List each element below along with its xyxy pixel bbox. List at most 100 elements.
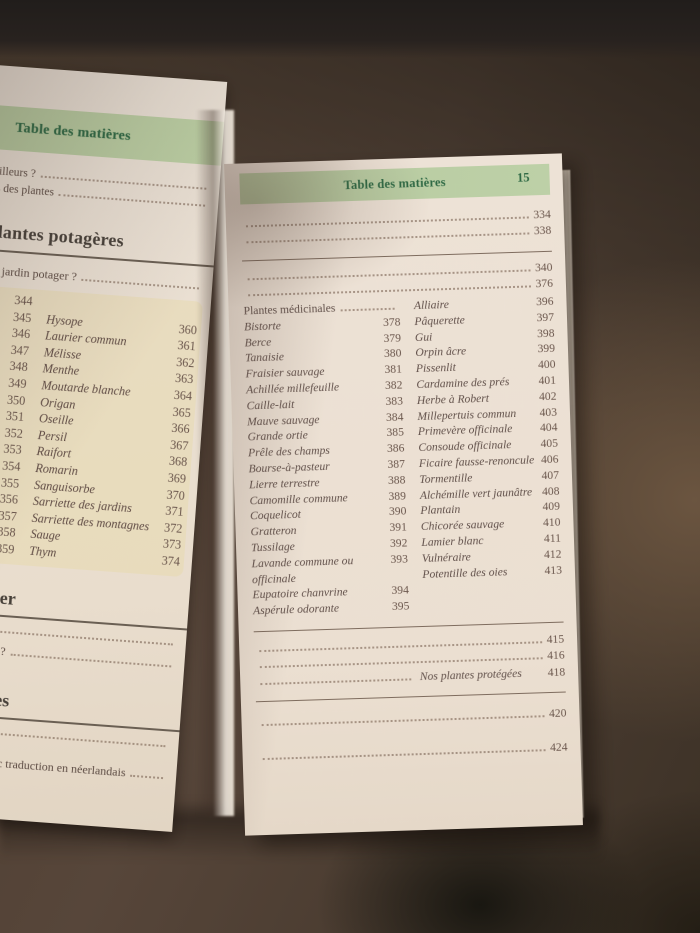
entry-page-number: 401 xyxy=(538,373,557,388)
plant-name: Berce xyxy=(244,335,272,350)
left-column-page-number: 348 xyxy=(9,359,29,375)
entry-spacer xyxy=(330,452,387,454)
entry-spacer xyxy=(339,389,385,390)
plant-name: Lamier blanc xyxy=(421,533,484,549)
right-column-page-number: 374 xyxy=(161,553,181,569)
entry-spacer xyxy=(460,511,542,514)
index-entry: Potentille des oies 413 xyxy=(422,562,562,582)
left-page-subheading-herbier: herbier xyxy=(0,584,190,630)
entry-page-number: 396 xyxy=(535,294,554,309)
right-page-content: Table des matières 15 334 338 xyxy=(224,153,581,765)
entry-page-number: 405 xyxy=(540,436,559,451)
entry-spacer xyxy=(320,484,388,486)
entry-spacer xyxy=(456,368,538,371)
plant-name: Cardamine des prés xyxy=(416,375,510,392)
right-book-page: Table des matières 15 334 338 xyxy=(224,153,583,836)
entry-page-number: 418 xyxy=(547,665,566,680)
index-right-column: Alliaire 396 Pâquerette 397 xyxy=(414,294,563,614)
entry-spacer xyxy=(471,558,544,560)
right-page-header-band: Table des matières 15 xyxy=(239,163,551,205)
left-column-page-number: 352 xyxy=(4,425,24,441)
right-column-page-number: 367 xyxy=(169,437,189,453)
dotted-leader xyxy=(260,678,411,686)
plant-name: Orpin âcre xyxy=(415,344,467,360)
entry-page-number: 391 xyxy=(389,520,408,535)
entry-page-number: 381 xyxy=(384,362,403,377)
entry-page-number: 412 xyxy=(543,547,562,561)
index-entry: Lavande commune ou officinale 393 xyxy=(251,551,408,587)
entry-spacer xyxy=(294,405,385,408)
entry-page-number: 379 xyxy=(383,331,402,345)
entry-page-number: 397 xyxy=(536,310,555,325)
left-book-page: Table des matières ailleurs ? is des pla… xyxy=(0,60,228,832)
entry-spacer xyxy=(320,421,387,423)
entry-page-number: 383 xyxy=(385,394,404,408)
entry-page-number: 409 xyxy=(542,499,561,514)
toc-entry-text: c presse ? xyxy=(0,640,7,658)
right-column-page-number xyxy=(172,316,198,318)
entry-page-number: 424 xyxy=(549,740,568,755)
right-column-page-number: 363 xyxy=(174,371,194,387)
entry-spacer xyxy=(295,547,390,550)
plant-name: Gui xyxy=(414,330,433,344)
right-column-page-number: 360 xyxy=(178,321,198,337)
section-label: Plantes médicinales xyxy=(243,301,336,318)
entry-spacer xyxy=(348,594,392,595)
entry-spacer xyxy=(330,468,388,470)
right-column-page-number: 372 xyxy=(163,520,183,536)
plant-name: Gratteron xyxy=(250,524,297,539)
entry-spacer xyxy=(301,515,389,518)
entry-spacer xyxy=(512,447,541,448)
left-page-header-title: Table des matières xyxy=(14,120,132,145)
right-column-page-number: 365 xyxy=(172,404,192,420)
entry-page-number: 395 xyxy=(391,599,410,614)
plant-name: Tanaisie xyxy=(244,350,285,365)
section-divider-rule xyxy=(255,691,566,703)
dotted-leader xyxy=(81,278,200,290)
entry-spacer xyxy=(504,526,543,527)
plant-name: Bistorte xyxy=(243,319,282,334)
plant-name: Achillée millefeuille xyxy=(245,380,340,397)
right-column-page-number: 371 xyxy=(164,503,185,520)
dotted-leader xyxy=(0,729,166,747)
right-column-page-number: 370 xyxy=(166,487,186,503)
plant-name: Caille-lait xyxy=(246,397,295,413)
left-column-page-number: 355 xyxy=(0,475,20,491)
entry-spacer xyxy=(473,479,542,481)
entry-page-number: 400 xyxy=(537,357,556,372)
plant-name: Aspérule odorante xyxy=(252,601,340,618)
dotted-leader xyxy=(261,715,545,727)
entry-spacer xyxy=(339,610,392,612)
toc-rows-above-rule: 334 338 xyxy=(241,207,552,249)
left-column-page-number: 350 xyxy=(6,392,26,408)
entry-page-number: 376 xyxy=(535,276,554,291)
left-column-page-number: 356 xyxy=(0,491,19,507)
entry-spacer xyxy=(308,436,387,438)
entry-page-number: 338 xyxy=(533,223,552,238)
entry-page-number: 402 xyxy=(538,389,557,403)
entry-spacer xyxy=(432,337,537,340)
right-column-page-number: 368 xyxy=(168,454,188,470)
toc-entry-dotted: 424 xyxy=(257,740,568,765)
entry-page-number: 399 xyxy=(537,342,556,356)
right-column-page-number: 361 xyxy=(176,338,197,354)
toc-entry-text: maux avec traduction en néerlandais xyxy=(0,752,127,779)
left-page-section-heading: plantes potagères xyxy=(0,220,216,268)
left-page-header-band: Table des matières xyxy=(0,99,225,166)
entry-page-number: 403 xyxy=(539,405,558,419)
index-left-entries: Bistorte 378 Berce 379 xyxy=(244,314,410,619)
plant-name: Vulnéraire xyxy=(421,550,471,565)
entry-spacer xyxy=(271,342,383,346)
entry-page-number: 340 xyxy=(534,260,553,275)
right-column-page-number: 364 xyxy=(173,387,193,404)
left-column-page-number: 346 xyxy=(11,326,31,342)
toc-entry-text: is des plantes xyxy=(0,182,55,199)
right-column-page-number: 373 xyxy=(162,536,182,553)
left-column-page-number: 353 xyxy=(2,441,23,458)
entry-spacer xyxy=(297,531,390,534)
entry-spacer xyxy=(516,416,539,417)
entry-spacer xyxy=(512,432,540,433)
dotted-leader xyxy=(58,193,206,207)
entry-page-number: 406 xyxy=(540,452,559,467)
entry-spacer xyxy=(484,542,544,544)
